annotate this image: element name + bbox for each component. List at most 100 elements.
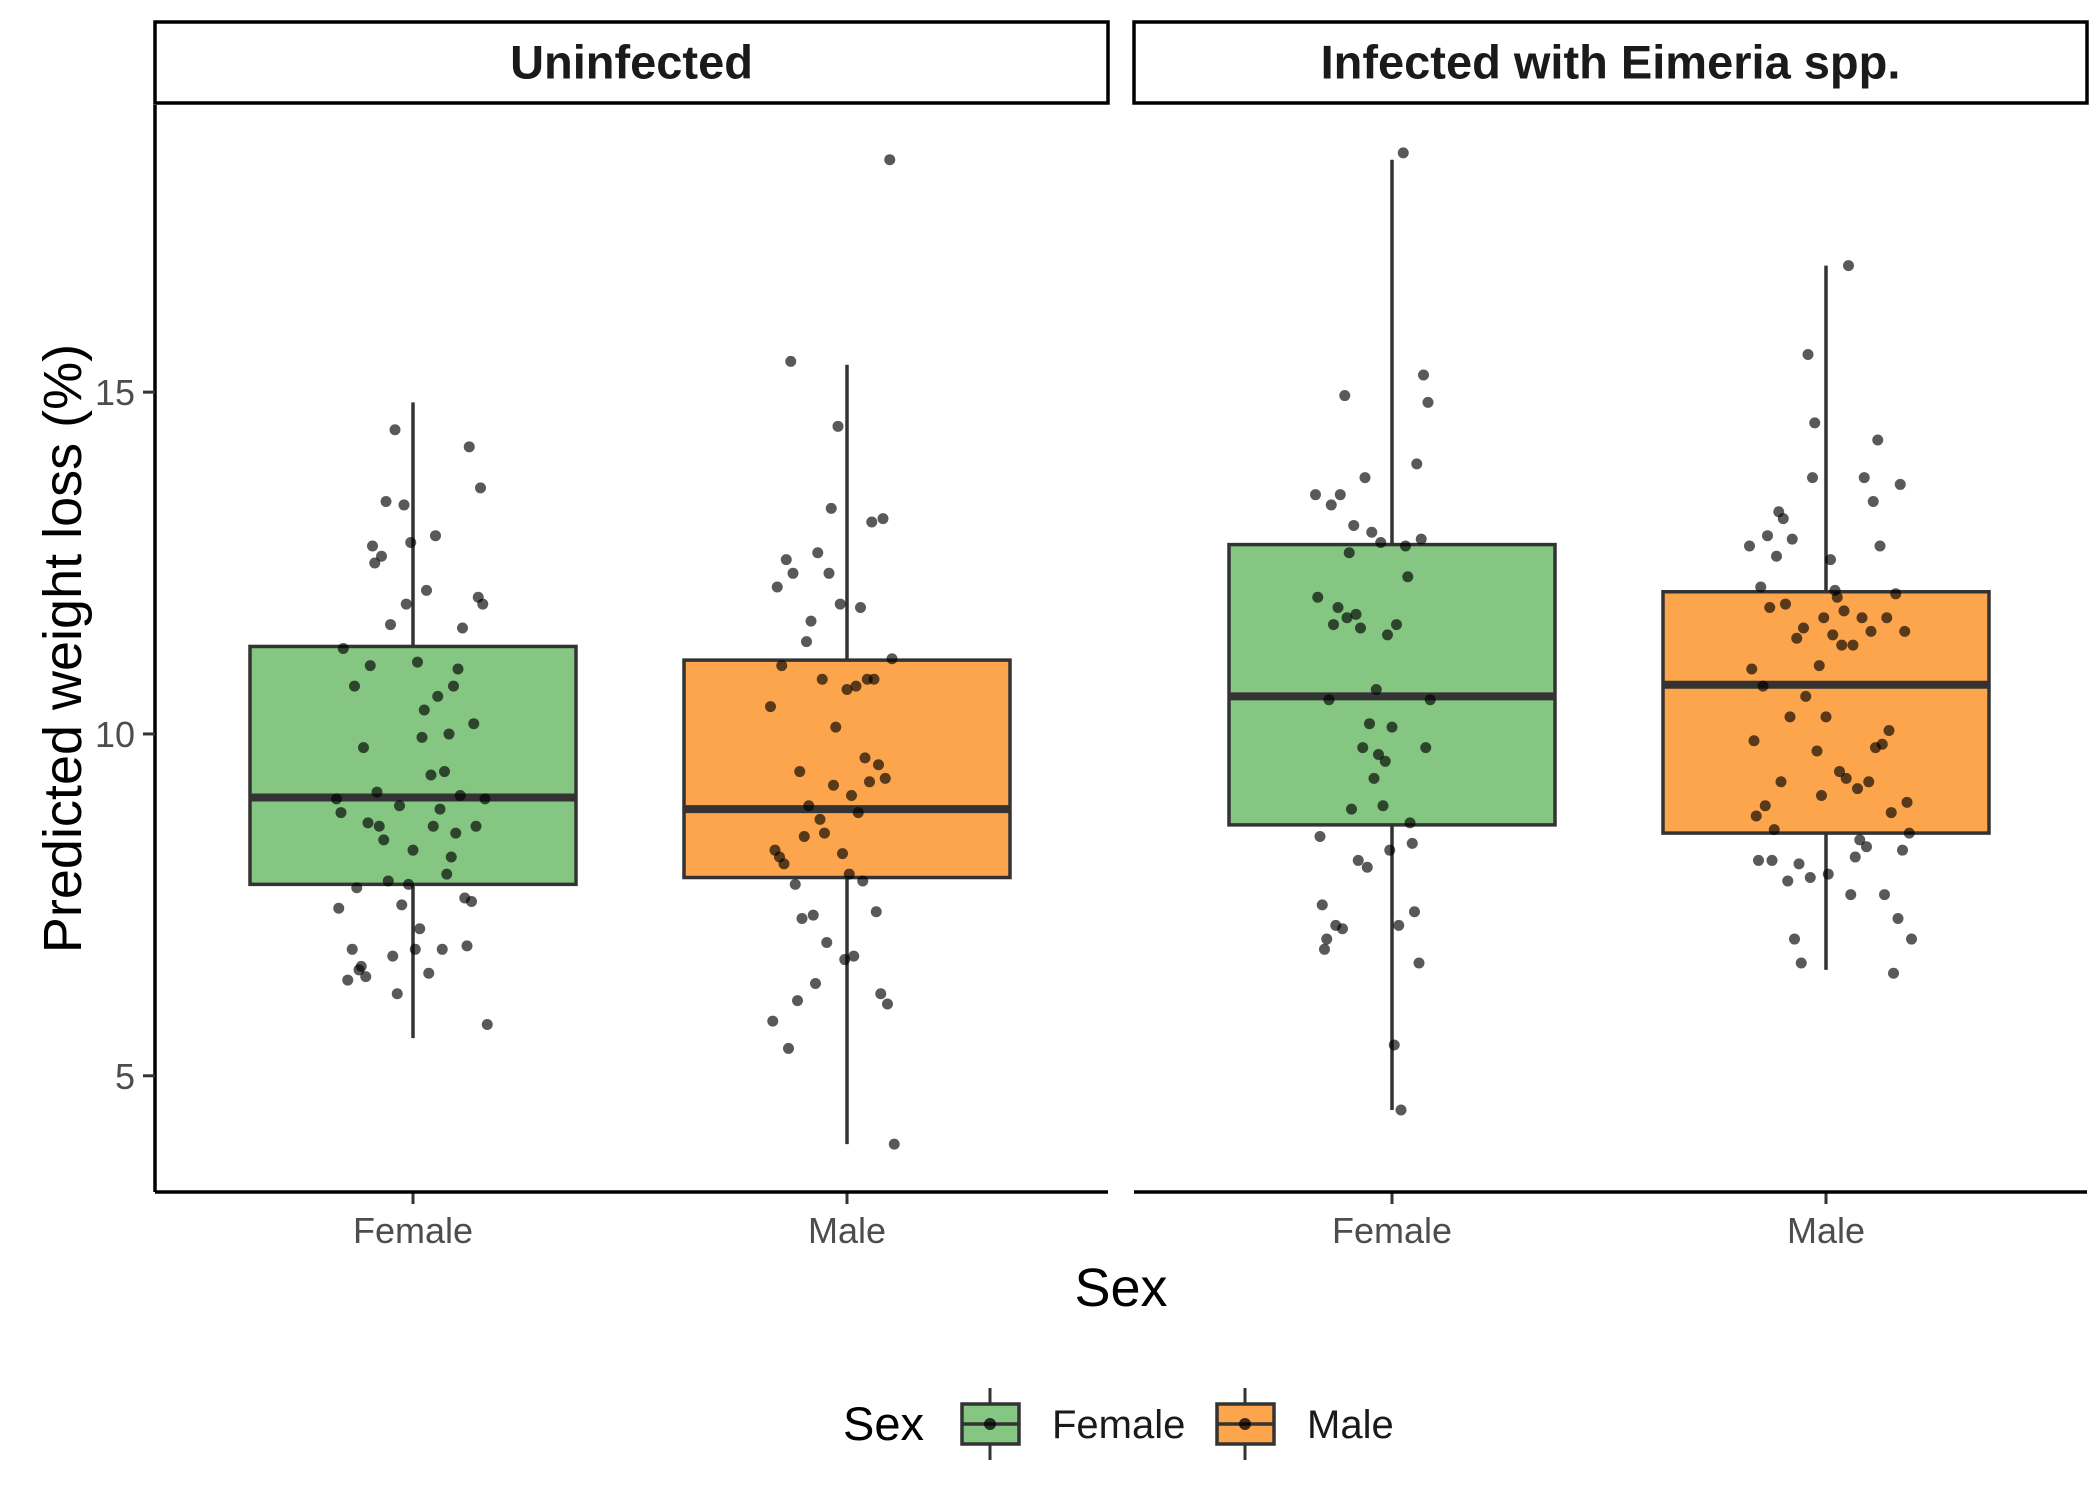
box-iqr: [682, 658, 1012, 880]
data-point: [382, 875, 394, 887]
data-point: [1744, 540, 1755, 552]
data-point: [1753, 854, 1764, 866]
data-point: [346, 943, 358, 955]
data-point: [1384, 844, 1396, 856]
data-point: [787, 567, 799, 579]
data-point: [839, 954, 851, 966]
data-point: [1357, 742, 1369, 754]
data-point: [873, 759, 884, 771]
data-point: [1897, 844, 1908, 856]
y-tick-label: 5: [115, 1056, 135, 1097]
data-point: [1388, 1039, 1400, 1051]
data-point: [1782, 875, 1794, 887]
data-point: [1793, 858, 1805, 870]
data-point: [416, 731, 428, 743]
data-point: [1795, 957, 1807, 969]
data-point: [1768, 824, 1780, 836]
data-point: [1411, 458, 1423, 470]
data-point: [852, 807, 864, 819]
data-point: [1373, 748, 1384, 760]
data-point: [1843, 260, 1854, 272]
data-point: [351, 882, 363, 894]
data-point: [1901, 796, 1913, 808]
data-point: [1777, 513, 1789, 525]
data-point: [394, 800, 405, 812]
data-point: [868, 673, 880, 685]
facet-strip-label: Infected with Eimeria spp.: [1321, 36, 1901, 89]
data-point: [385, 619, 396, 631]
data-point: [812, 547, 824, 559]
data-point: [1766, 854, 1778, 866]
data-point: [1323, 694, 1335, 706]
data-point: [457, 622, 468, 634]
data-point: [1382, 629, 1393, 641]
data-point: [1319, 943, 1330, 955]
data-point: [1789, 933, 1800, 945]
data-point: [1876, 738, 1888, 750]
facet-strip-label: Uninfected: [510, 36, 753, 89]
data-point: [1903, 827, 1915, 839]
y-tick-label: 10: [95, 714, 135, 755]
data-point: [1845, 889, 1857, 901]
data-point: [376, 550, 387, 562]
facet-panel-1: Uninfected: [153, 20, 1110, 1150]
box-female: [248, 402, 578, 1039]
data-point: [1827, 629, 1839, 641]
data-point: [335, 807, 347, 819]
data-point: [1811, 745, 1823, 757]
data-point: [1424, 694, 1436, 706]
data-point: [445, 851, 457, 863]
data-point: [468, 718, 480, 730]
data-point: [369, 557, 381, 569]
data-point: [432, 690, 444, 702]
data-point: [1809, 417, 1821, 429]
data-point: [814, 813, 826, 825]
data-point: [886, 653, 898, 665]
data-point: [443, 728, 455, 740]
data-point: [436, 943, 448, 955]
data-point: [1863, 776, 1875, 788]
data-point: [1422, 396, 1434, 408]
data-point: [798, 831, 810, 843]
data-point: [816, 673, 828, 685]
data-point: [1400, 540, 1411, 552]
data-point: [373, 820, 385, 832]
facet-strip: [1132, 20, 2089, 105]
data-point: [1364, 718, 1375, 730]
data-point: [1750, 810, 1762, 822]
jitter-points: [1310, 147, 1436, 1116]
data-point: [1395, 1104, 1407, 1116]
data-point: [1820, 711, 1832, 723]
data-point: [378, 834, 390, 846]
data-point: [1757, 680, 1769, 692]
data-point: [1822, 868, 1834, 880]
data-point: [407, 844, 419, 856]
data-point: [380, 496, 392, 508]
data-point: [1885, 807, 1897, 819]
data-point: [1872, 434, 1884, 446]
data-point: [1879, 889, 1890, 901]
data-point: [1393, 919, 1405, 931]
data-point: [1337, 923, 1348, 935]
data-point: [1406, 837, 1418, 849]
legend-title: Sex: [843, 1397, 924, 1450]
data-point: [1807, 472, 1818, 484]
data-point: [794, 766, 806, 778]
data-point: [371, 786, 383, 798]
data-point: [1867, 496, 1879, 508]
data-point: [832, 420, 844, 432]
data-point: [1874, 540, 1886, 552]
data-point: [1355, 622, 1366, 634]
legend-key-point: [1239, 1418, 1251, 1430]
data-point: [776, 660, 788, 672]
y-axis-title: Predicted weight loss (%): [33, 344, 93, 953]
data-point: [866, 516, 878, 528]
data-point: [1834, 766, 1845, 778]
data-point: [1888, 967, 1899, 979]
panels-layer: Uninfected Infected with Eimeria spp.: [153, 20, 2089, 1150]
data-point: [828, 779, 839, 791]
data-point: [879, 772, 891, 784]
data-point: [1325, 499, 1337, 511]
data-point: [1818, 612, 1830, 624]
